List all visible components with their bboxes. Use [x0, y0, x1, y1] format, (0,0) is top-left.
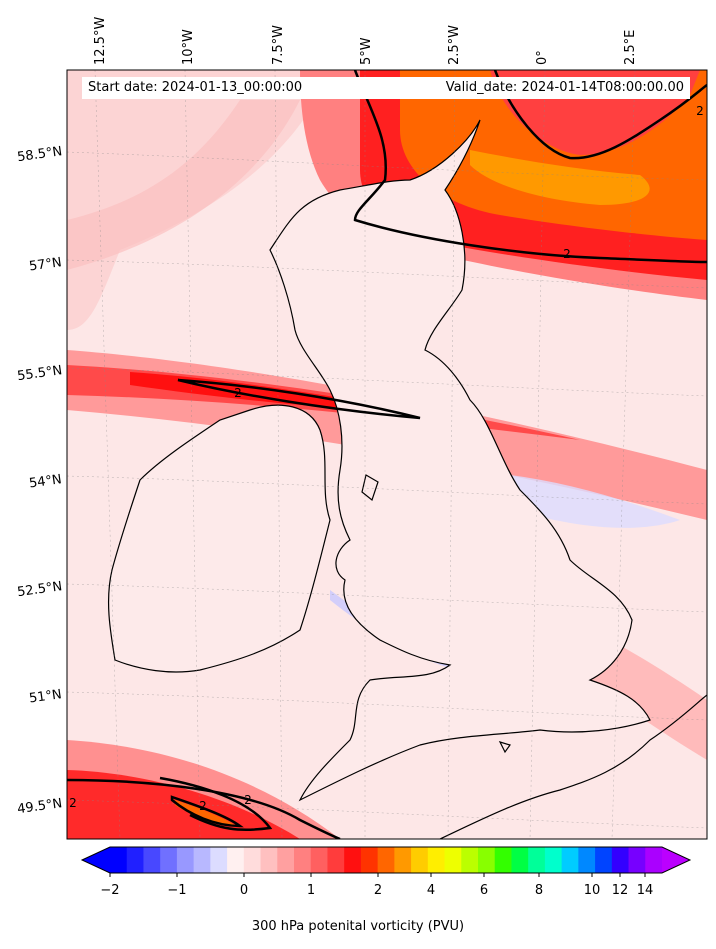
france-coast [439, 694, 707, 839]
valid-date: Valid_date: 2024-01-14T08:00:00.00 [445, 80, 684, 95]
contour-label: 2 [696, 104, 704, 118]
lon-label: 5°W [359, 37, 374, 65]
colorbar-segment [494, 847, 512, 873]
colorbar-segment [528, 847, 546, 873]
colorbar-tick-label: 0 [239, 883, 249, 898]
colorbar-tick-label: 8 [534, 883, 544, 898]
north-inner-contour [493, 70, 707, 160]
contour-label: 2 [199, 799, 207, 813]
colorbar-tick-label: 10 [583, 883, 601, 898]
colorbar-segment [427, 847, 446, 873]
colorbar-tick-label: 6 [479, 883, 489, 898]
colorbar-segment [461, 847, 479, 873]
colorbar-segment [327, 847, 345, 873]
map-frame [66, 69, 708, 840]
lon-label: 0° [535, 50, 550, 65]
colorbar-segment [394, 847, 412, 873]
lon-label: 2.5°E [623, 29, 638, 65]
colorbar-segment [260, 847, 278, 873]
colorbar-segment [193, 847, 211, 873]
ireland-coast [107, 404, 331, 673]
colorbar-tick-label: 4 [426, 883, 436, 898]
colorbar-segment [595, 847, 613, 873]
pv-field-south-orange [175, 800, 235, 825]
colorbar-tick-label: 2 [373, 883, 383, 898]
colorbar-segment [578, 847, 596, 873]
pv-field-low-2 [67, 100, 300, 270]
colorbar-tick-marks [109, 873, 646, 877]
lon-label: 10°W [181, 29, 196, 65]
colorbar-segment [176, 847, 195, 873]
colorbar-segment [544, 847, 563, 873]
contour-labels: 2 2 2 2 2 2 [69, 104, 704, 813]
english-channel-islands [498, 741, 511, 754]
colorbar-tick-label: −1 [167, 883, 187, 898]
colorbar-segment [360, 847, 379, 873]
colorbar-segment [511, 847, 529, 873]
info-bar: Start date: 2024-01-13_00:00:00 Valid_da… [82, 77, 690, 99]
colorbar-segment [160, 847, 178, 873]
colorbar-segment [377, 847, 395, 873]
colorbar-tick-label: −2 [100, 883, 120, 898]
north-contour [353, 70, 707, 264]
lon-label: 2.5°W [447, 24, 462, 65]
south-contour-3 [170, 795, 244, 828]
contour-label: 2 [563, 247, 571, 261]
lon-label: 7.5°W [271, 24, 286, 65]
south-contour-1 [67, 778, 341, 839]
map-area: 2 2 2 2 2 2 [67, 70, 707, 839]
jet-contour [177, 378, 421, 420]
graticule [67, 70, 707, 839]
colorbar-segment [243, 847, 262, 873]
colorbar-segment [294, 847, 312, 873]
contour-label: 2 [69, 796, 77, 810]
colorbar-under-arrow [82, 847, 110, 873]
contour-label: 2 [234, 386, 242, 400]
colorbar-segment [277, 847, 295, 873]
colorbar-segment [645, 847, 663, 873]
colorbar-segment [126, 847, 144, 873]
colorbar-segment [227, 847, 245, 873]
colorbar [80, 846, 692, 877]
isle-of-man-coast [361, 474, 379, 502]
colorbar-segment [411, 847, 429, 873]
colorbar-segment [143, 847, 161, 873]
colorbar-segment [478, 847, 496, 873]
colorbar-over-arrow [662, 847, 690, 873]
lon-label: 12.5°W [93, 16, 108, 65]
colorbar-segment [611, 847, 630, 873]
colorbar-segment [444, 847, 462, 873]
pv-field-north-amber [470, 150, 650, 205]
colorbar-segment [310, 847, 328, 873]
colorbar-segment [561, 847, 579, 873]
colorbar-segment [210, 847, 228, 873]
colorbar-segment [110, 847, 128, 873]
colorbar-title: 300 hPa potenital vorticity (PVU) [251, 919, 465, 934]
colorbar-tick-label: 12 [611, 883, 629, 898]
colorbar-tick-label: 14 [636, 883, 654, 898]
colorbar-segment [344, 847, 362, 873]
colorbar-segments [110, 847, 663, 873]
contour-label: 2 [244, 793, 252, 807]
start-date: Start date: 2024-01-13_00:00:00 [88, 80, 303, 95]
colorbar-segment [628, 847, 646, 873]
south-contour-2 [159, 776, 273, 832]
pv-2-contours [67, 70, 707, 839]
colorbar-tick-label: 1 [306, 883, 316, 898]
